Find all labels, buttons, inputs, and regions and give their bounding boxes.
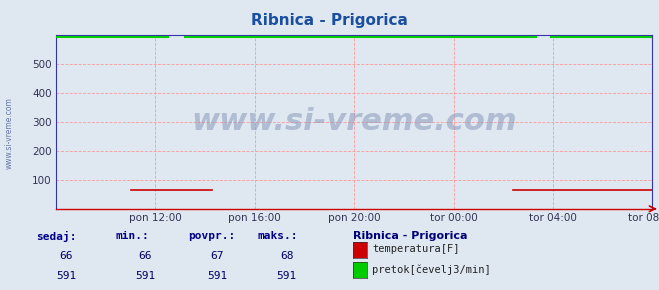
Text: 68: 68: [280, 251, 293, 261]
Text: Ribnica - Prigorica: Ribnica - Prigorica: [251, 13, 408, 28]
Text: www.si-vreme.com: www.si-vreme.com: [191, 107, 517, 136]
Text: 591: 591: [277, 271, 297, 281]
Text: 67: 67: [211, 251, 224, 261]
Text: 591: 591: [208, 271, 227, 281]
Text: min.:: min.:: [115, 231, 149, 240]
Text: maks.:: maks.:: [257, 231, 297, 240]
Text: 591: 591: [135, 271, 155, 281]
Text: temperatura[F]: temperatura[F]: [372, 244, 460, 254]
Text: Ribnica - Prigorica: Ribnica - Prigorica: [353, 231, 467, 240]
Text: sedaj:: sedaj:: [36, 231, 76, 242]
Text: 591: 591: [56, 271, 76, 281]
Text: www.si-vreme.com: www.si-vreme.com: [5, 97, 14, 169]
Text: pretok[čevelj3/min]: pretok[čevelj3/min]: [372, 264, 491, 275]
Text: 66: 66: [138, 251, 152, 261]
Text: 66: 66: [59, 251, 72, 261]
Text: povpr.:: povpr.:: [188, 231, 235, 240]
